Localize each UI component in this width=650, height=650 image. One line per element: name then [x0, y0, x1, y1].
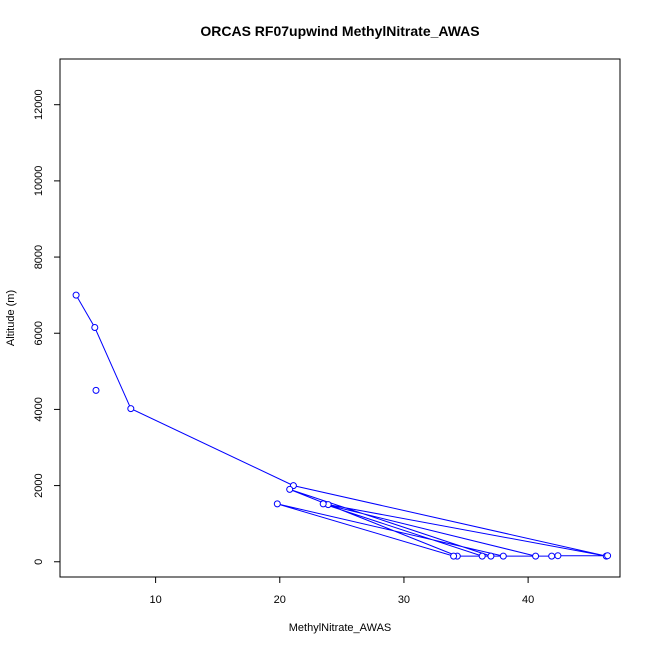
- data-point: [532, 552, 540, 560]
- y-tick-label: 6000: [33, 321, 45, 345]
- data-point: [487, 552, 495, 560]
- data-point: [319, 500, 327, 508]
- data-point: [72, 291, 80, 299]
- y-tick-label: 0: [33, 559, 45, 565]
- x-tick-label: 30: [398, 594, 410, 606]
- y-tick-label: 8000: [33, 245, 45, 269]
- data-point: [478, 552, 486, 560]
- x-tick-label: 40: [522, 594, 534, 606]
- series-layer: [72, 291, 612, 560]
- data-point: [499, 552, 507, 560]
- data-series: [92, 386, 100, 394]
- data-point: [548, 552, 556, 560]
- chart-title: ORCAS RF07upwind MethylNitrate_AWAS: [200, 23, 479, 39]
- data-point: [286, 485, 294, 493]
- x-tick-label: 10: [149, 594, 161, 606]
- plot-area: [59, 58, 621, 578]
- y-tick-label: 2000: [33, 473, 45, 497]
- data-point: [604, 552, 612, 560]
- data-point: [91, 324, 99, 331]
- y-axis-label: Altitude (m): [5, 290, 17, 346]
- x-tick-label: 20: [274, 594, 286, 606]
- data-point: [450, 552, 458, 560]
- data-point: [92, 386, 100, 394]
- data-series: [72, 291, 612, 560]
- data-point: [127, 405, 135, 413]
- y-tick-label: 10000: [33, 166, 45, 197]
- y-tick-label: 12000: [33, 89, 45, 120]
- data-point: [273, 500, 281, 508]
- x-axis-label: MethylNitrate_AWAS: [289, 622, 392, 634]
- y-axis: 0 2000 4000 6000 8000 10000 12000: [33, 89, 60, 565]
- series-line: [75, 294, 608, 557]
- y-tick-label: 4000: [33, 397, 45, 421]
- data-point: [554, 552, 562, 560]
- x-axis: 10 20 30 40: [149, 577, 534, 606]
